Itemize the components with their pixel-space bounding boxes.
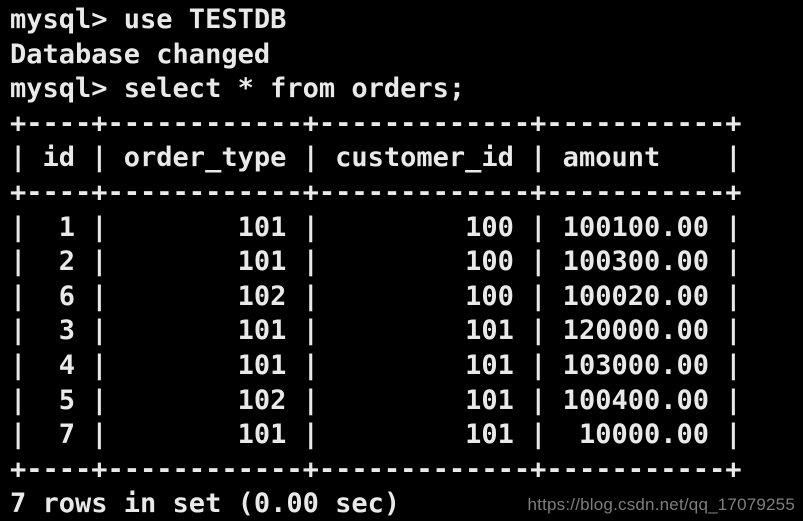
- terminal-line: +----+------------+-------------+-------…: [10, 453, 742, 485]
- terminal-line: Database changed: [10, 38, 271, 70]
- watermark-url: https://blog.csdn.net/qq_17079255: [527, 495, 795, 514]
- terminal-line: | 4 | 101 | 101 | 103000.00 |: [10, 349, 742, 381]
- terminal-line: | 6 | 102 | 100 | 100020.00 |: [10, 280, 742, 312]
- terminal-line: mysql> use TESTDB: [10, 4, 287, 35]
- terminal-line: +----+------------+-------------+-------…: [10, 176, 742, 208]
- terminal-line: | id | order_type | customer_id | amount…: [10, 142, 742, 174]
- terminal-line: | 7 | 101 | 101 | 10000.00 |: [10, 419, 742, 451]
- terminal-line: mysql> select * from orders;: [10, 73, 466, 105]
- terminal-line: | 3 | 101 | 101 | 120000.00 |: [10, 315, 742, 347]
- terminal-line: +----+------------+-------------+-------…: [10, 107, 742, 139]
- terminal-line: | 2 | 101 | 100 | 100300.00 |: [10, 246, 742, 278]
- terminal-line: | 5 | 102 | 101 | 100400.00 |: [10, 384, 742, 416]
- terminal-line: 7 rows in set (0.00 sec): [10, 488, 401, 520]
- terminal-line: | 1 | 101 | 100 | 100100.00 |: [10, 211, 742, 243]
